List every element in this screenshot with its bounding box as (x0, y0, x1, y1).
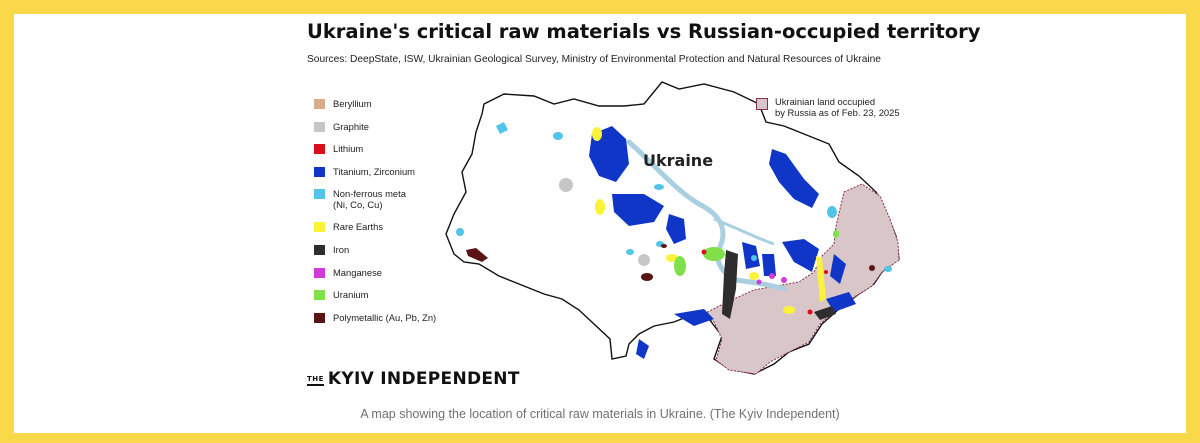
occupied-territory (703, 183, 900, 375)
legend-label: Rare Earths (333, 221, 384, 233)
legend-label: Titanium, Zirconium (333, 165, 415, 177)
rare-earth-deposits (592, 127, 826, 314)
legend-label: Manganese (333, 266, 382, 278)
ukraine-map (445, 81, 900, 375)
lithium-deposits (701, 249, 828, 315)
legend-label: Beryllium (333, 98, 372, 109)
legend-swatch (314, 144, 325, 155)
river-tributary (713, 217, 775, 246)
occupied-legend: Ukrainian land occupied by Russia as of … (756, 96, 925, 118)
legend-item-graphite: Graphite (314, 121, 484, 144)
legend-swatch (314, 312, 325, 323)
occupied-legend-label: Ukrainian land occupied by Russia as of … (775, 96, 900, 118)
legend-item-rare-earths: Rare Earths (314, 221, 484, 244)
legend-swatch (314, 290, 325, 301)
legend-item-manganese: Manganese (314, 267, 484, 290)
polymetallic-deposits (466, 244, 875, 281)
iron-deposits (722, 250, 836, 320)
legend-item-polymetallic: Polymetallic (Au, Pb, Zn) (314, 312, 484, 335)
legend-label: Polymetallic (Au, Pb, Zn) (333, 311, 437, 323)
legend-item-non-ferrous: Non-ferrous meta (Ni, Co, Cu) (314, 188, 484, 221)
legend-item-uranium: Uranium (314, 289, 484, 312)
graphite-deposits (559, 178, 650, 266)
legend-label: Non-ferrous meta (Ni, Co, Cu) (333, 188, 406, 211)
legend-swatch (314, 121, 325, 132)
legend-label: Uranium (333, 289, 369, 301)
legend-item-titanium: Titanium, Zirconium (314, 166, 484, 189)
legend-item-beryllium: Beryllium (314, 98, 484, 121)
brand-the: THE (307, 375, 324, 386)
figure-frame: Ukraine's critical raw materials vs Russ… (14, 14, 1186, 433)
non-ferrous-deposits (456, 122, 892, 272)
legend-item-iron: Iron (314, 244, 484, 267)
legend-item-lithium: Lithium (314, 143, 484, 166)
materials-legend: Beryllium Graphite Lithium Titanium, Zir… (314, 98, 484, 334)
legend-swatch (314, 244, 325, 255)
legend-label: Iron (333, 243, 350, 255)
legend-swatch (314, 189, 325, 200)
uranium-deposits (674, 230, 839, 276)
occupied-swatch (756, 98, 768, 110)
brand-logo: THE KYIV INDEPENDENT (307, 369, 520, 389)
brand-name: KYIV INDEPENDENT (327, 369, 520, 389)
legend-label: Graphite (333, 120, 369, 132)
legend-swatch (314, 222, 325, 233)
figure-caption: A map showing the location of critical r… (360, 407, 840, 421)
map-sources: Sources: DeepState, ISW, Ukrainian Geolo… (307, 54, 881, 65)
legend-swatch (314, 267, 325, 278)
manganese-deposits (756, 273, 787, 285)
country-label: Ukraine (643, 151, 714, 170)
legend-label: Lithium (333, 143, 364, 155)
legend-swatch (314, 166, 325, 177)
map-title: Ukraine's critical raw materials vs Russ… (307, 20, 981, 43)
legend-swatch (314, 99, 325, 109)
